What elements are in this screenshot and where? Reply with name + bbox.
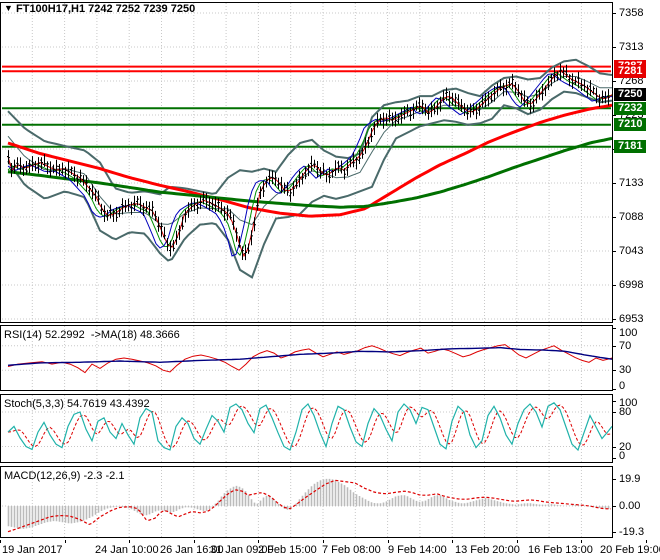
stoch-tick-label: 80 (619, 406, 632, 418)
price-level-box: 7281 (614, 65, 647, 78)
axis-tick (613, 447, 616, 448)
macd-tick-label: -19.3 (619, 526, 645, 538)
rsi-chart[interactable] (0, 325, 613, 391)
axis-tick (613, 328, 616, 329)
time-tick (194, 540, 195, 543)
macd-chart[interactable] (0, 466, 613, 538)
time-tick (581, 540, 582, 543)
rsi-label: RSI(14) 52.2992 ->MA(18) 48.3666 (4, 329, 180, 341)
axis-tick (613, 81, 616, 82)
price-tick-label: 7313 (619, 41, 644, 53)
chevron-down-icon[interactable]: ▼ (4, 3, 13, 13)
axis-tick (613, 532, 616, 533)
price-tick-label: 7133 (619, 177, 644, 189)
stoch-tick-label: 100 (619, 397, 638, 409)
time-tick (323, 540, 324, 543)
time-tick-label: 13 Feb 20:00 (455, 544, 520, 556)
time-tick-label: 16 Feb 13:00 (528, 544, 593, 556)
axis-tick (613, 13, 616, 14)
price-tick-label: 6953 (619, 313, 644, 325)
axis-tick (613, 47, 616, 48)
stochastic-chart[interactable] (0, 394, 613, 463)
price-axis: 7358731372687223717871337088704369986953… (613, 0, 660, 560)
rsi-tick-label: 70 (619, 340, 632, 352)
time-tick-label: 2 Feb 15:00 (258, 544, 317, 556)
axis-tick (613, 217, 616, 218)
stoch-tick-label: 0 (619, 450, 626, 462)
axis-tick (613, 479, 616, 480)
time-tick-label: 19 Jan 2017 (2, 544, 63, 556)
rsi-tick-label: 30 (619, 364, 632, 376)
price-level-box: 7250 (614, 88, 647, 101)
axis-tick (613, 506, 616, 507)
time-tick (646, 540, 647, 543)
macd-label: MACD(12,26,9) -2.3 -2.1 (4, 470, 125, 482)
time-tick (388, 540, 389, 543)
rsi-tick-label: 0 (619, 380, 626, 392)
macd-panel (0, 466, 613, 538)
axis-tick (613, 183, 616, 184)
time-tick-label: 7 Feb 08:00 (322, 544, 381, 556)
time-tick-label: 26 Jan 16:00 (160, 544, 224, 556)
rsi-tick-label: 100 (619, 327, 638, 339)
main-chart-panel (0, 2, 613, 323)
stoch-panel (0, 394, 613, 463)
price-tick-label: 6998 (619, 279, 644, 291)
price-tick-label: 7268 (619, 75, 644, 87)
macd-tick-label: 19.9 (619, 473, 641, 485)
axis-tick (613, 389, 616, 390)
chart-title: FT100H17,H1 7242 7252 7239 7250 (16, 3, 196, 15)
time-tick (258, 540, 259, 543)
price-tick-label: 7043 (619, 245, 644, 257)
axis-tick (613, 319, 616, 320)
price-level-box: 7210 (614, 118, 647, 131)
axis-tick (613, 458, 616, 459)
axis-tick (613, 401, 616, 402)
time-tick-label: 9 Feb 14:00 (388, 544, 447, 556)
time-tick-label: 31 Jan 09:00 (210, 544, 274, 556)
time-tick-label: 20 Feb 19:00 (600, 544, 660, 556)
time-tick (65, 540, 66, 543)
axis-tick (613, 115, 616, 116)
stoch-label: Stoch(5,3,3) 54.7619 43.4392 (4, 398, 150, 410)
axis-tick (613, 370, 616, 371)
axis-tick (613, 251, 616, 252)
macd-tick-label: 0.00 (619, 500, 641, 512)
time-tick (129, 540, 130, 543)
price-tick-label: 7358 (619, 7, 644, 19)
main-price-chart[interactable] (0, 2, 613, 323)
price-level-box: 7181 (614, 140, 647, 153)
time-tick (517, 540, 518, 543)
axis-tick (613, 412, 616, 413)
axis-tick (613, 346, 616, 347)
axis-tick (613, 285, 616, 286)
price-level-box: 7232 (614, 102, 647, 115)
time-tick (0, 540, 1, 543)
time-tick-label: 24 Jan 10:00 (95, 544, 159, 556)
time-tick (452, 540, 453, 543)
rsi-panel (0, 325, 613, 391)
price-tick-label: 7088 (619, 211, 644, 223)
time-axis: 19 Jan 2017 24 Jan 10:00 26 Jan 16:00 31 Ja… (0, 540, 660, 560)
stoch-tick-label: 20 (619, 441, 632, 453)
